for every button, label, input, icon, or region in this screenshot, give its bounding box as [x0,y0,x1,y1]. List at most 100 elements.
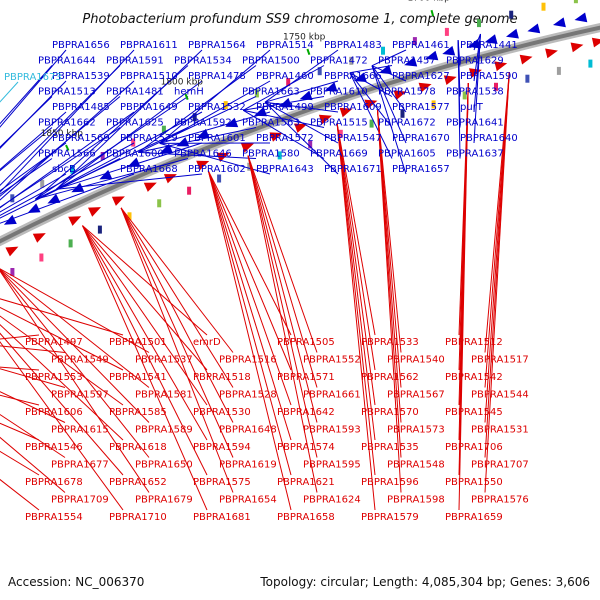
reverse-gene-arrow [5,246,19,257]
leader-line [242,109,325,159]
gene-label: PBPRA1593 [303,425,361,436]
leader-line [242,65,325,111]
leader-line [82,225,208,336]
leader-line [207,170,292,371]
leader-line [0,111,67,171]
leader-line [138,127,257,153]
reverse-gene-arrow [143,182,157,192]
cog-block-outer [131,138,136,147]
leader-line [120,207,234,423]
leader-line [0,142,67,192]
leader-line [349,72,393,97]
reverse-gene-arrow [418,82,432,93]
gene-label: PBPRA1661 [303,390,361,401]
reverse-gene-arrow [545,48,558,59]
leader-line [120,207,234,493]
gene-label: PBPRA1577 [392,102,450,113]
forward-gene-arrow [404,56,418,67]
gene-label: PBPRA1531 [471,425,529,436]
cog-block-outer [349,56,354,65]
leader-line [0,315,124,406]
leader-line [0,127,53,172]
leader-line [120,207,234,353]
leader-line [473,33,481,144]
gene-label: PBPRA1461 [392,40,450,51]
leader-line [120,207,234,458]
forward-gene-arrow [127,157,141,167]
leader-line [0,324,124,441]
gene-label: PBPRA1672 [378,118,436,129]
gene-label: sbcB [52,164,76,175]
cog-block-inner [494,82,498,91]
gene-label: PBPRA1585 [109,407,167,418]
leader-line [82,225,208,441]
leader-line [458,82,469,511]
gene-label: PBPRA1625 [106,118,164,129]
cog-block-outer [70,165,75,174]
gene-label: PBPRA1483 [324,40,382,51]
leader-line [207,170,292,441]
tick-label: 1700 kbp [407,0,450,4]
gene-label: PBPRA1602 [188,164,246,175]
reverse-gene-arrow [240,143,254,153]
gene-label: PBPRA1513 [38,87,96,98]
gene-label: PBPRA1621 [277,477,335,488]
gene-label: PBPRA1544 [471,390,529,401]
gene-label: PBPRA1578 [378,87,436,98]
leader-line [0,368,66,388]
leader-line [35,158,189,200]
gene-label: PBPRA1533 [361,337,419,348]
cog-block-outer [573,0,578,4]
leader-line [247,155,318,458]
cog-block-inner [187,186,192,195]
forward-gene-arrow [353,72,367,82]
forward-gene-arrow [553,17,566,28]
leader-line [0,341,124,511]
gene-label: PBPRA1552 [303,355,361,366]
gene-label: PBPRA1669 [310,149,368,160]
leader-line [0,366,40,371]
gene-label: PBPRA1472 [310,56,368,67]
reverse-gene-arrow [393,90,407,100]
cog-block-outer [509,10,514,19]
leader-line [0,298,124,336]
cog-block-inner [10,268,15,276]
gene-label: PBPRA1678 [25,477,83,488]
leader-line [349,65,393,74]
gene-label: PBPRA1553 [25,372,83,383]
genome-summary-text: Topology: circular; Length: 4,085,304 bp… [259,575,590,589]
tick-label: 1750 kbp [283,33,326,43]
cog-block-inner [157,199,162,208]
leader-line [56,142,203,190]
gene-label: PBPRA1441 [460,40,518,51]
gene-label: PBPRA1580 [242,149,300,160]
gene-label: PBPRA1570 [361,407,419,418]
gene-label: PBPRA1566 [38,149,96,160]
leader-line [371,65,407,144]
cog-block-outer [317,67,322,76]
gene-label: PBPRA1707 [471,460,529,471]
gene-label: PBPRA1545 [445,407,503,418]
gene-label: PBPRA1652 [109,477,167,488]
forward-gene-arrow [27,203,41,213]
gene-label: PBPRA1666 [324,71,382,82]
cog-block-inner [338,129,343,138]
gene-label: PBPRA1619 [219,460,277,471]
leader-line [243,96,325,111]
leader-line [0,394,40,406]
cog-block-outer [477,19,481,28]
leader-line [336,123,376,336]
gene-label: PBPRA1554 [25,512,83,523]
gene-label: PBPRA1600 [106,149,164,160]
feature-tracks [3,0,600,276]
gene-label: PBPRA1540 [387,355,445,366]
gene-label: PBPRA1627 [392,71,450,82]
leader-line [82,225,208,406]
leader-line [0,49,67,128]
gene-label: PBPRA1575 [193,477,251,488]
gene-label: PBPRA1510 [120,71,178,82]
tick-label: 1850 kbp [41,129,84,139]
gene-label: PBPRA1668 [120,164,178,175]
cog-block-outer [223,101,228,110]
